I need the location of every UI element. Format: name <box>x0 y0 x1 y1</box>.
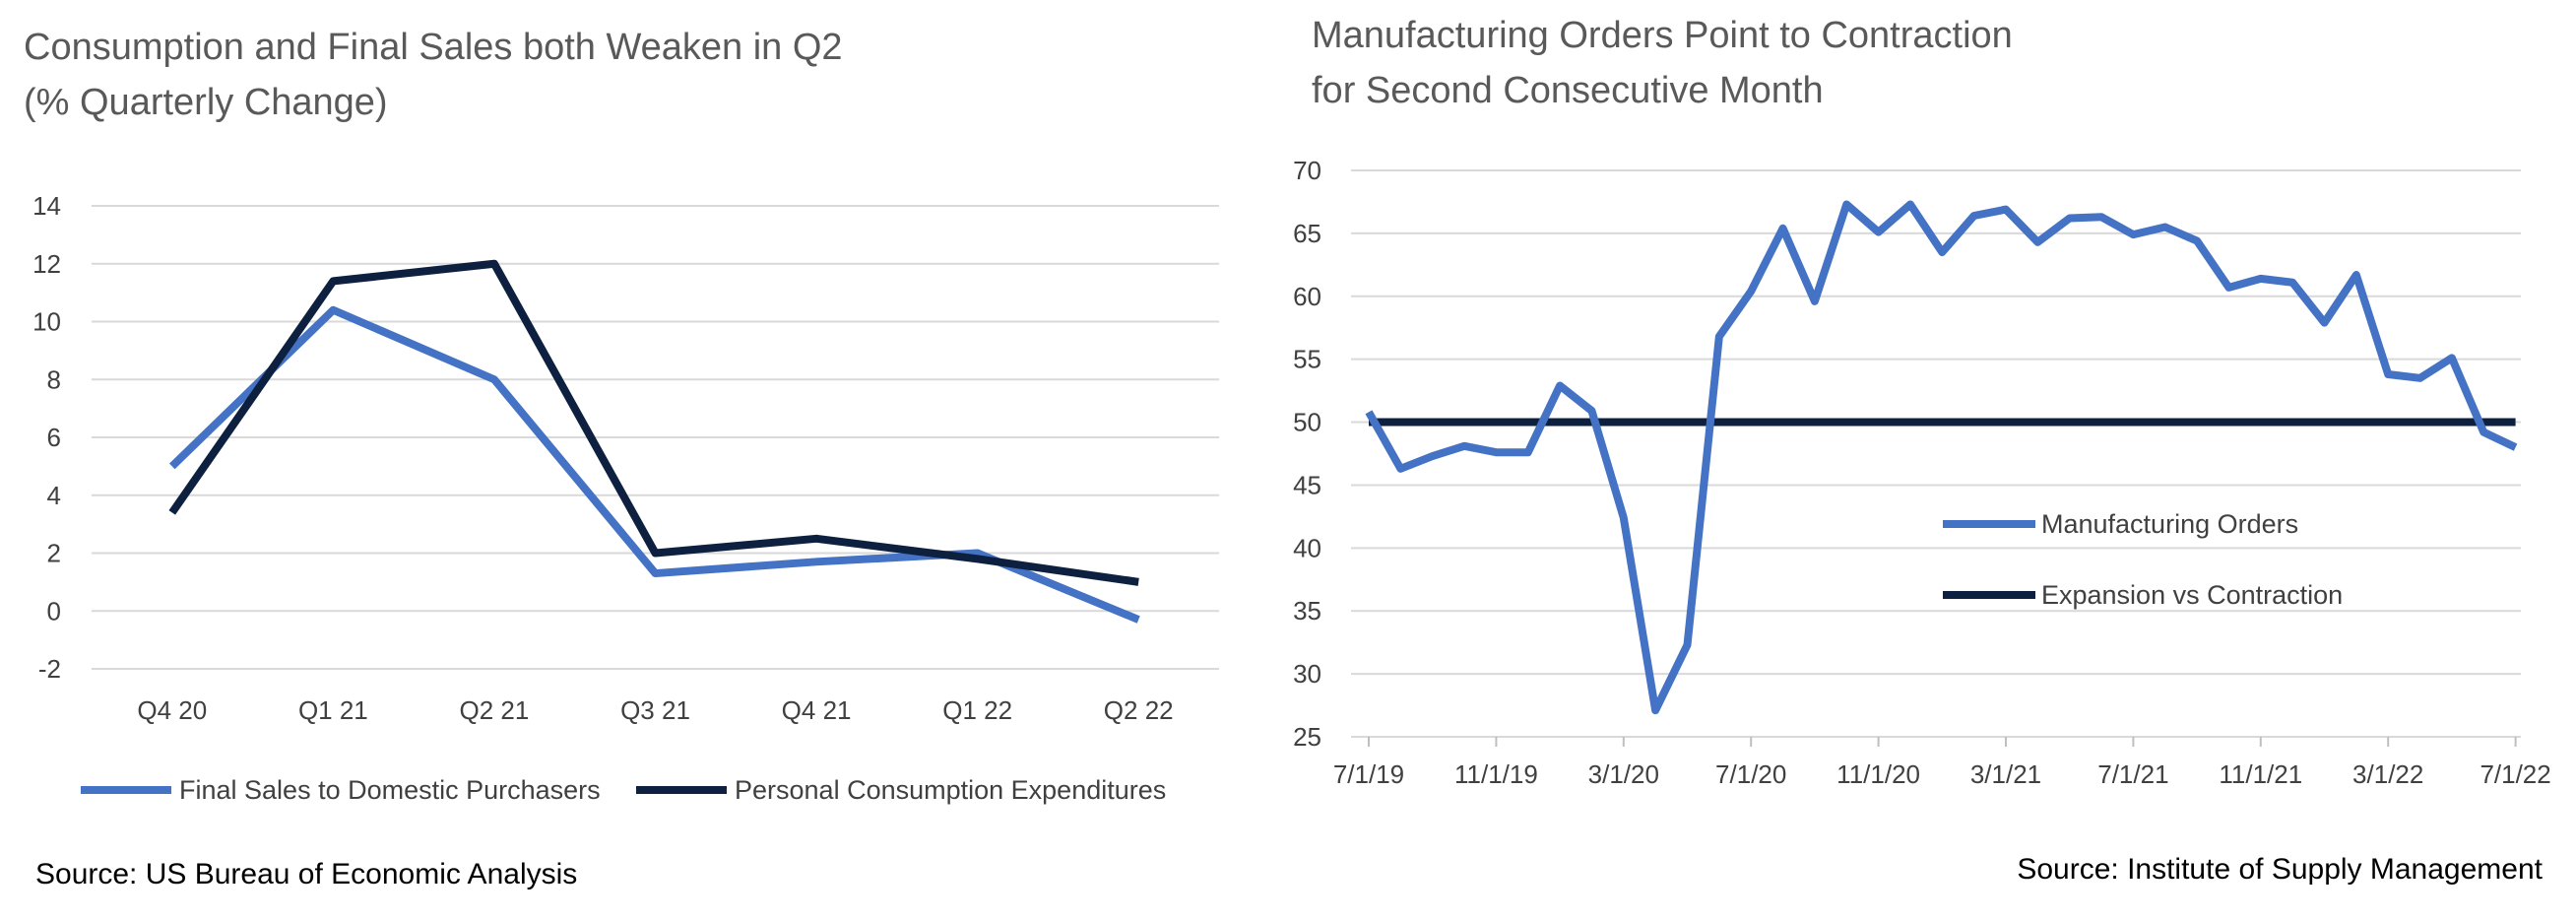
x-tick-label-right-0: 7/1/19 <box>1333 759 1404 789</box>
x-tick-label-left-5: Q1 22 <box>942 695 1012 725</box>
y-tick-label-left-5: 8 <box>47 364 61 394</box>
y-tick-label-right-9: 70 <box>1293 156 1321 185</box>
x-tick-label-left-2: Q2 21 <box>460 695 530 725</box>
x-tick-label-right-8: 3/1/22 <box>2352 759 2423 789</box>
y-tick-label-right-5: 50 <box>1293 408 1321 437</box>
source-right: Source: Institute of Supply Management <box>2017 853 2543 886</box>
series-line-left-0 <box>169 305 1140 624</box>
x-tick-label-right-1: 11/1/19 <box>1454 759 1538 789</box>
y-tick-label-right-2: 35 <box>1293 596 1321 626</box>
y-tick-label-right-7: 60 <box>1293 282 1321 311</box>
y-tick-label-left-0: -2 <box>38 654 61 684</box>
y-tick-label-right-4: 45 <box>1293 470 1321 499</box>
legend-label-left-0: Final Sales to Domestic Purchasers <box>179 775 601 805</box>
y-tick-label-right-1: 30 <box>1293 659 1321 689</box>
source-left: Source: US Bureau of Economic Analysis <box>35 858 578 890</box>
y-tick-label-right-0: 25 <box>1293 722 1321 752</box>
x-tick-label-right-7: 11/1/21 <box>2219 759 2302 789</box>
chart-title-right: Manufacturing Orders Point to Contractio… <box>1312 8 2013 118</box>
chart-title-right-line-1: Manufacturing Orders Point to Contractio… <box>1312 15 2013 56</box>
right-chart: 25 30 35 40 45 50 55 60 65 70 7/1/19 11/1/19 3/1/20 7… <box>1293 156 2551 789</box>
y-tick-label-left-3: 4 <box>47 481 61 510</box>
x-tick-label-right-4: 11/1/20 <box>1836 759 1920 789</box>
series-line-right-0 <box>1365 200 2518 715</box>
x-tick-label-left-1: Q1 21 <box>298 695 368 725</box>
legend-label-right-0: Manufacturing Orders <box>2041 509 2298 539</box>
x-tick-label-left-4: Q4 21 <box>782 695 852 725</box>
x-tick-label-right-9: 7/1/22 <box>2479 759 2550 789</box>
x-tick-label-left-3: Q3 21 <box>620 695 690 725</box>
y-tick-label-right-3: 40 <box>1293 533 1321 562</box>
y-tick-label-left-2: 2 <box>47 539 61 568</box>
y-tick-label-left-1: 0 <box>47 596 61 626</box>
left-chart: -2 0 2 4 6 8 10 12 14 Q4 20 Q1 21 Q2 21 Q3 21 Q4 21 Q1… <box>32 191 1219 805</box>
x-tick-label-right-5: 3/1/21 <box>1970 759 2041 789</box>
y-tick-label-right-6: 55 <box>1293 345 1321 374</box>
legend-label-left-1: Personal Consumption Expenditures <box>735 775 1166 805</box>
x-tick-label-right-6: 7/1/21 <box>2097 759 2168 789</box>
y-tick-label-left-8: 14 <box>32 191 61 221</box>
chart-title-left: Consumption and Final Sales both Weaken … <box>24 20 843 130</box>
series-line-left-1 <box>168 259 1139 586</box>
y-tick-label-right-8: 65 <box>1293 219 1321 248</box>
x-tick-label-right-3: 7/1/20 <box>1715 759 1786 789</box>
x-tick-label-left-6: Q2 22 <box>1104 695 1174 725</box>
x-tick-label-right-2: 3/1/20 <box>1588 759 1659 789</box>
chart-title-left-line-2: (% Quarterly Change) <box>24 82 388 123</box>
x-tick-label-left-0: Q4 20 <box>137 695 207 725</box>
y-tick-label-left-6: 10 <box>32 307 61 337</box>
y-tick-label-left-4: 6 <box>47 423 61 452</box>
y-tick-label-left-7: 12 <box>32 249 61 279</box>
chart-title-right-line-2: for Second Consecutive Month <box>1312 70 1824 111</box>
chart-title-left-line-1: Consumption and Final Sales both Weaken … <box>24 27 843 68</box>
legend-label-right-1: Expansion vs Contraction <box>2041 580 2343 610</box>
